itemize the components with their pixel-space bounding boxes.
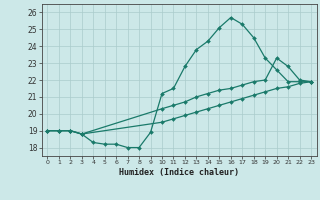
X-axis label: Humidex (Indice chaleur): Humidex (Indice chaleur): [119, 168, 239, 177]
